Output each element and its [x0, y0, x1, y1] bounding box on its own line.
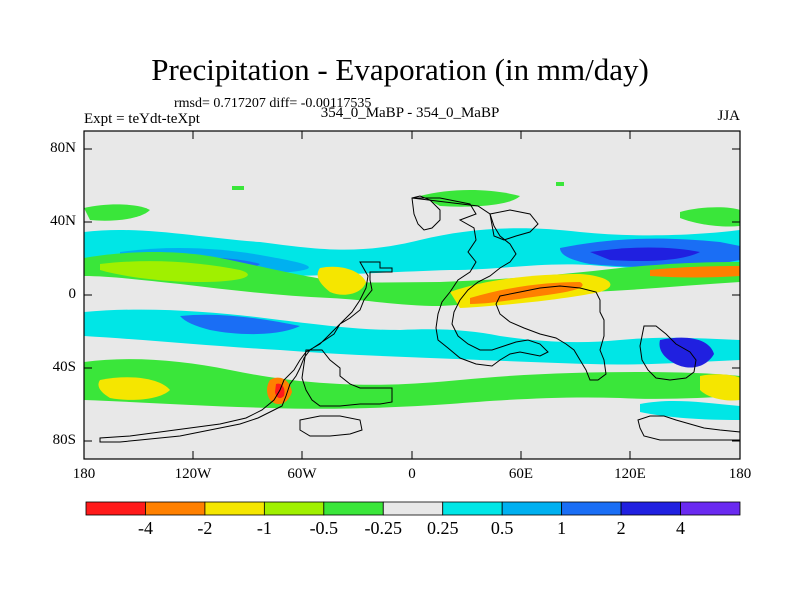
colorbar-box [382, 501, 444, 516]
coast-australia [639, 325, 697, 381]
coast-asia-east [495, 285, 607, 381]
colorbar-box [442, 501, 503, 516]
axis-ticks [83, 131, 741, 459]
contour-sml-east-yellow [700, 374, 740, 401]
x-tick-180w: 180 [72, 466, 96, 482]
coast-north-america [99, 261, 393, 443]
colorbar-box [620, 501, 681, 516]
coast-greenland [411, 195, 441, 231]
contour-nh-green-1 [84, 204, 150, 221]
stats-label: rmsd= 0.717207 diff= -0.00117535 [174, 96, 372, 111]
colorbar-box [85, 501, 146, 516]
colorbar-label: -0.25 [364, 518, 403, 538]
colorbar-label: -4 [137, 518, 153, 538]
coast-africa [411, 197, 549, 367]
colorbar-label: -0.5 [309, 518, 339, 538]
x-tick-60w: 60W [287, 466, 317, 482]
contour-sml-cyan-east [640, 400, 740, 420]
coast-antarctica-west [299, 415, 363, 437]
coast-eurasia [489, 209, 539, 241]
colorbar-box [263, 501, 325, 516]
case-label: 354_0_MaBP - 354_0_MaBP [320, 105, 500, 121]
colorbar-box [561, 501, 622, 516]
season-label: JJA [717, 108, 740, 124]
colorbar-box [204, 501, 265, 516]
contour-tropic-yellow [100, 261, 248, 282]
contour-south-blue [180, 314, 300, 335]
colorbar-label: 1 [557, 518, 567, 538]
contour-epac-orange [650, 266, 740, 278]
y-tick-40n: 40N [50, 213, 76, 229]
x-tick-60e: 60E [508, 466, 534, 482]
contour-atl-yellow [317, 266, 366, 295]
contour-nh-green-4 [232, 186, 244, 190]
coastlines [99, 195, 741, 443]
y-tick-40s: 40S [52, 359, 76, 375]
colorbar-label: 2 [616, 518, 626, 538]
x-tick-180e: 180 [728, 466, 752, 482]
colorbar-box [323, 501, 384, 516]
contour-nh-green-3 [680, 207, 740, 227]
colorbar-label: -1 [256, 518, 272, 538]
colorbar [85, 501, 741, 516]
x-tick-120w: 120W [174, 466, 212, 482]
contour-ind-orange [470, 282, 583, 304]
colorbar-label: 0.5 [490, 518, 514, 538]
y-tick-80n: 80N [50, 140, 76, 156]
y-tick-80s: 80S [52, 432, 76, 448]
contour-nh-green-5 [556, 182, 564, 186]
x-tick-0: 0 [408, 466, 416, 482]
colorbar-box [501, 501, 563, 516]
y-tick-0: 0 [68, 286, 77, 302]
colorbar-label: 4 [676, 518, 686, 538]
contour-npac-dkblue [590, 247, 700, 262]
colorbar-label: -2 [197, 518, 213, 538]
contour-sml-green [84, 359, 740, 409]
colorbar-box [145, 501, 206, 516]
contour-south-dkblue [659, 337, 714, 368]
colorbar-box [680, 501, 741, 516]
colorbar-label: 0.25 [426, 518, 459, 538]
contour-sml-yellow [98, 377, 170, 400]
experiment-label: Expt = teYdt-teXpt [84, 111, 200, 127]
coast-south-america [301, 349, 393, 407]
plot-title: Precipitation - Evaporation (in mm/day) [151, 52, 649, 87]
x-tick-120e: 120E [614, 466, 646, 482]
map-field [84, 131, 740, 459]
contour-nh-green-2 [420, 190, 520, 207]
